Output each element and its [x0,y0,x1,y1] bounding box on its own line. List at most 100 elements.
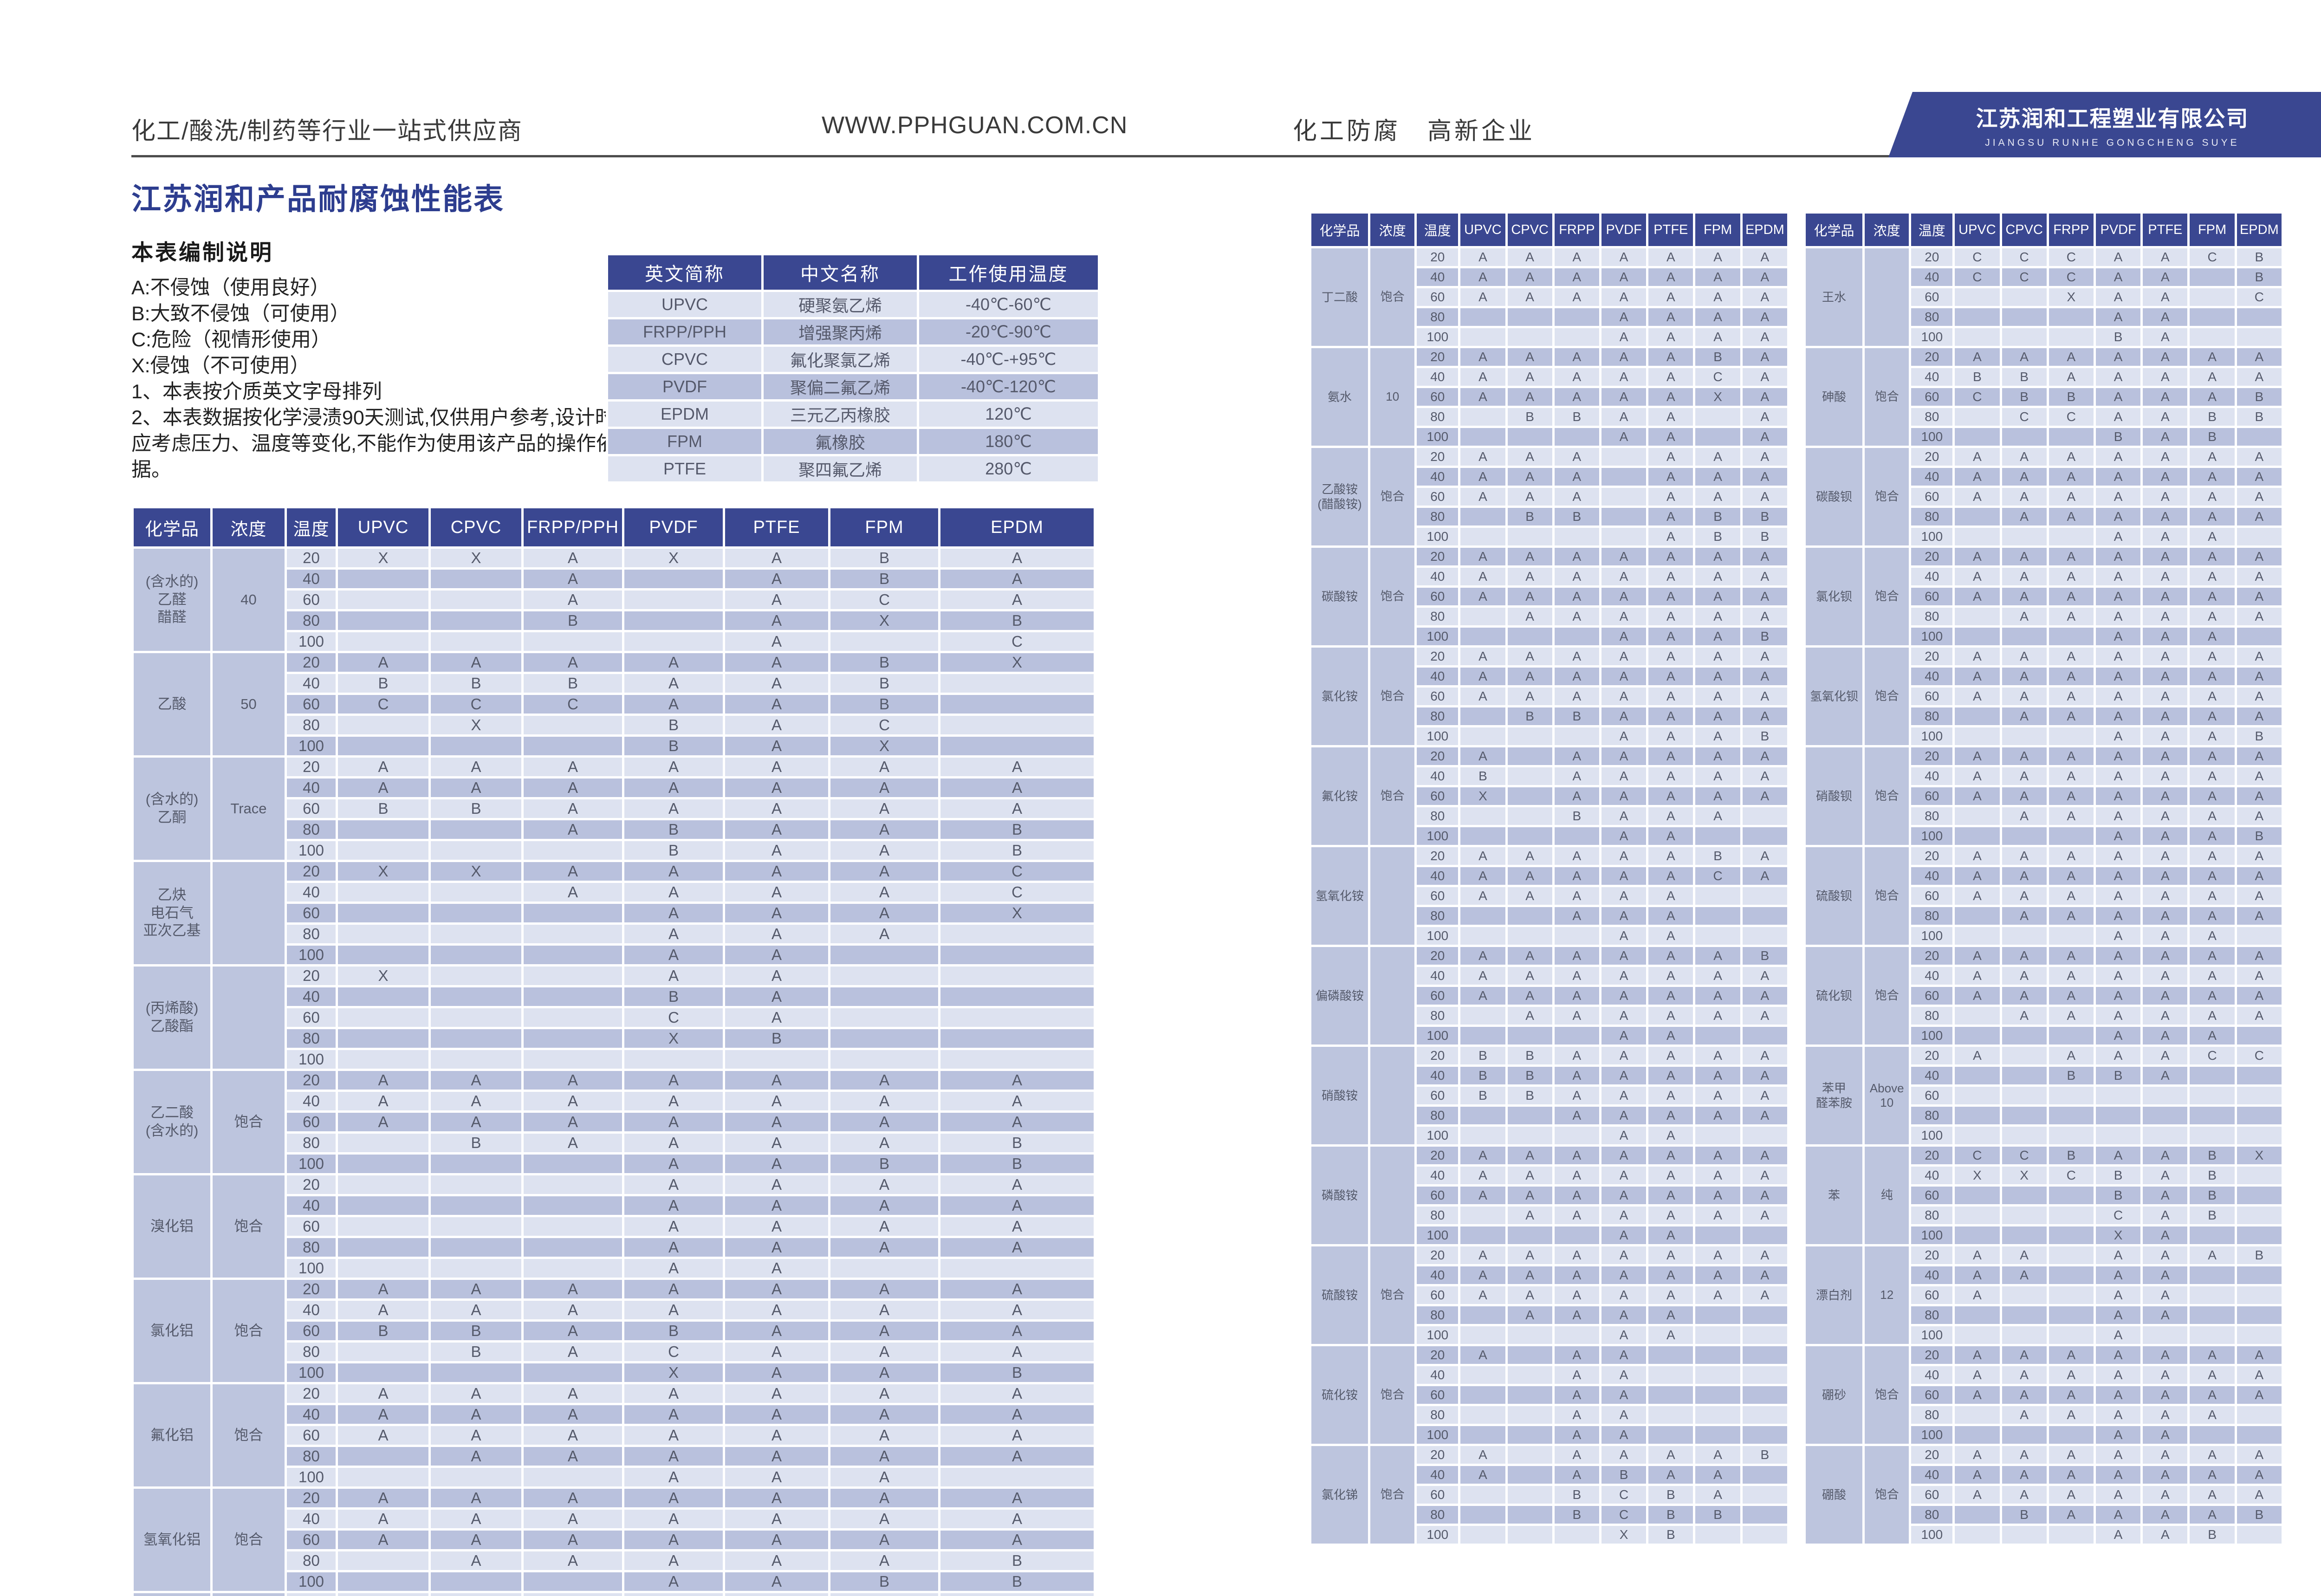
rating-cell: A [1695,468,1740,486]
rating-cell: A [1742,448,1787,466]
rating-cell [2049,1246,2094,1264]
rating-cell: A [2049,747,2094,765]
rating-cell: B [2049,388,2094,406]
concentration-cell: 饱合 [1865,947,1909,1045]
temperature-cell: 40 [1417,568,1459,585]
rating-cell: A [940,1280,1094,1298]
rating-cell: A [524,570,622,588]
rating-cell [1695,1386,1740,1404]
rating-cell: A [1601,1027,1647,1045]
rating-cell: B [1507,1087,1552,1104]
rating-cell: A [725,1510,828,1528]
rating-cell: A [1742,568,1787,585]
rating-cell: A [524,653,622,672]
rating-cell: B [830,1155,938,1173]
rating-cell: A [2143,847,2188,865]
rating-cell: A [2049,1446,2094,1464]
chemical-name-cell: 砷酸 [1806,348,1863,446]
rating-cell [338,1134,428,1152]
rating-cell: A [2143,1526,2188,1544]
rating-cell: A [624,1510,723,1528]
rating-cell: A [431,1593,521,1596]
rating-cell [1955,608,2000,625]
rating-cell: A [624,1447,723,1466]
temperature-cell: 60 [1417,688,1459,705]
rating-cell [1554,1027,1599,1045]
rating-cell: A [1648,1067,1693,1084]
temperature-cell: 40 [1911,568,1953,585]
rating-cell: C [2096,1207,2141,1224]
rating-cell: A [2190,787,2235,805]
chemical-name-cell: 王水 [1806,248,1863,346]
rating-cell: A [1648,907,1693,925]
rating-cell: A [830,1280,938,1298]
rating-cell: A [2096,608,2141,625]
rating-cell: A [830,1551,938,1570]
rating-cell: A [524,1092,622,1110]
rating-cell: A [1507,248,1552,266]
temperature-cell: 60 [1911,288,1953,306]
concentration-cell: Above 10 [1865,1047,1909,1144]
rating-cell: B [338,1322,428,1340]
rating-cell: A [1601,368,1647,386]
temperature-cell: 40 [287,987,336,1006]
chemical-name-cell: 氯化锑 [1311,1446,1368,1544]
rating-cell: A [2096,827,2141,845]
rating-cell: A [1554,368,1599,386]
rating-cell [431,1029,521,1048]
rating-cell [2237,1127,2282,1144]
rating-cell: A [1742,767,1787,785]
rating-cell: A [431,1301,521,1319]
rating-cell: A [1554,488,1599,506]
rating-cell: A [1507,887,1552,905]
rating-cell: A [1955,787,2000,805]
rating-cell: A [940,1113,1094,1131]
rating-cell: A [338,1489,428,1507]
rating-cell: A [1648,867,1693,885]
rating-cell: A [524,1426,622,1445]
rating-cell: A [1648,1167,1693,1184]
material-abbr-cell: FPM [608,429,761,454]
rating-cell [338,1175,428,1194]
rating-cell: A [524,1134,622,1152]
rating-cell: B [1460,1047,1505,1064]
rating-cell: X [1695,388,1740,406]
rating-cell: B [1554,707,1599,725]
rating-cell [1742,827,1787,845]
rating-cell [1460,1007,1505,1025]
rating-cell: A [524,1343,622,1361]
rating-cell: A [725,695,828,714]
column-header: CPVC [2002,214,2047,246]
rating-cell [431,841,521,860]
rating-cell: A [1554,1087,1599,1104]
rating-cell: X [940,653,1094,672]
rating-cell: A [1554,688,1599,705]
rating-cell: A [624,883,723,902]
rating-cell [1460,1406,1505,1424]
rating-cell: A [2002,548,2047,565]
rating-cell [1742,1466,1787,1484]
rating-cell [624,590,723,609]
rating-cell: B [431,1322,521,1340]
rating-cell: B [1695,348,1740,366]
rating-cell [524,1196,622,1215]
rating-cell: A [2002,448,2047,466]
rating-cell [1955,628,2000,645]
temperature-cell: 80 [1417,807,1459,825]
rating-cell [524,904,622,922]
rating-cell: C [940,883,1094,902]
rating-cell: B [2190,1147,2235,1164]
temperature-cell: 20 [287,1489,336,1507]
temperature-cell: 100 [1417,927,1459,945]
rating-cell: A [2237,987,2282,1005]
rating-cell [524,1008,622,1027]
temperature-cell: 40 [287,1092,336,1110]
rating-cell [2049,1187,2094,1204]
rating-cell: A [1695,588,1740,605]
rating-cell: A [2190,388,2235,406]
rating-cell: A [2190,807,2235,825]
rating-cell: A [2096,288,2141,306]
rating-cell: A [725,570,828,588]
rating-cell: A [1742,468,1787,486]
rating-cell: A [725,1489,828,1507]
